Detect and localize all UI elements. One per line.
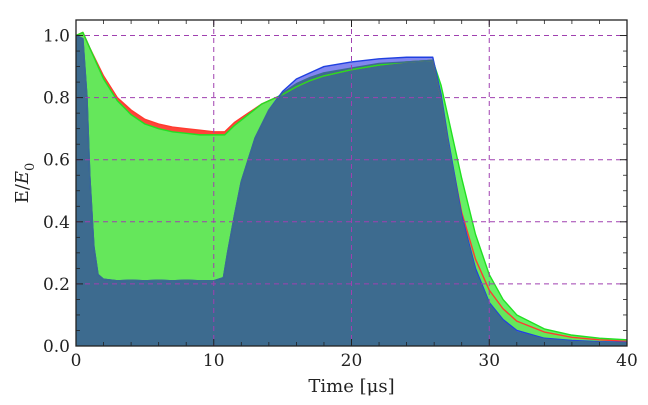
x-tick-label: 0 <box>71 351 82 371</box>
y-tick-label: 0.6 <box>43 151 70 171</box>
plot-areas <box>76 32 627 346</box>
y-axis-label-sub: 0 <box>23 163 38 171</box>
x-tick-label: 40 <box>616 351 638 371</box>
y-tick-label: 0.0 <box>43 337 70 357</box>
y-tick-label: 0.8 <box>43 89 70 109</box>
x-tick-label: 20 <box>341 351 363 371</box>
y-tick-label: 0.4 <box>43 213 70 233</box>
y-axis-label-main: E/ <box>12 183 33 203</box>
y-tick-label: 1.0 <box>43 27 70 47</box>
y-tick-label: 0.2 <box>43 275 70 295</box>
x-tick-label: 10 <box>203 351 225 371</box>
y-axis-label: E/E0 <box>12 163 38 204</box>
y-axis-label-var: E <box>12 171 33 185</box>
x-tick-label: 30 <box>478 351 500 371</box>
x-axis-label: Time [μs] <box>308 376 394 397</box>
